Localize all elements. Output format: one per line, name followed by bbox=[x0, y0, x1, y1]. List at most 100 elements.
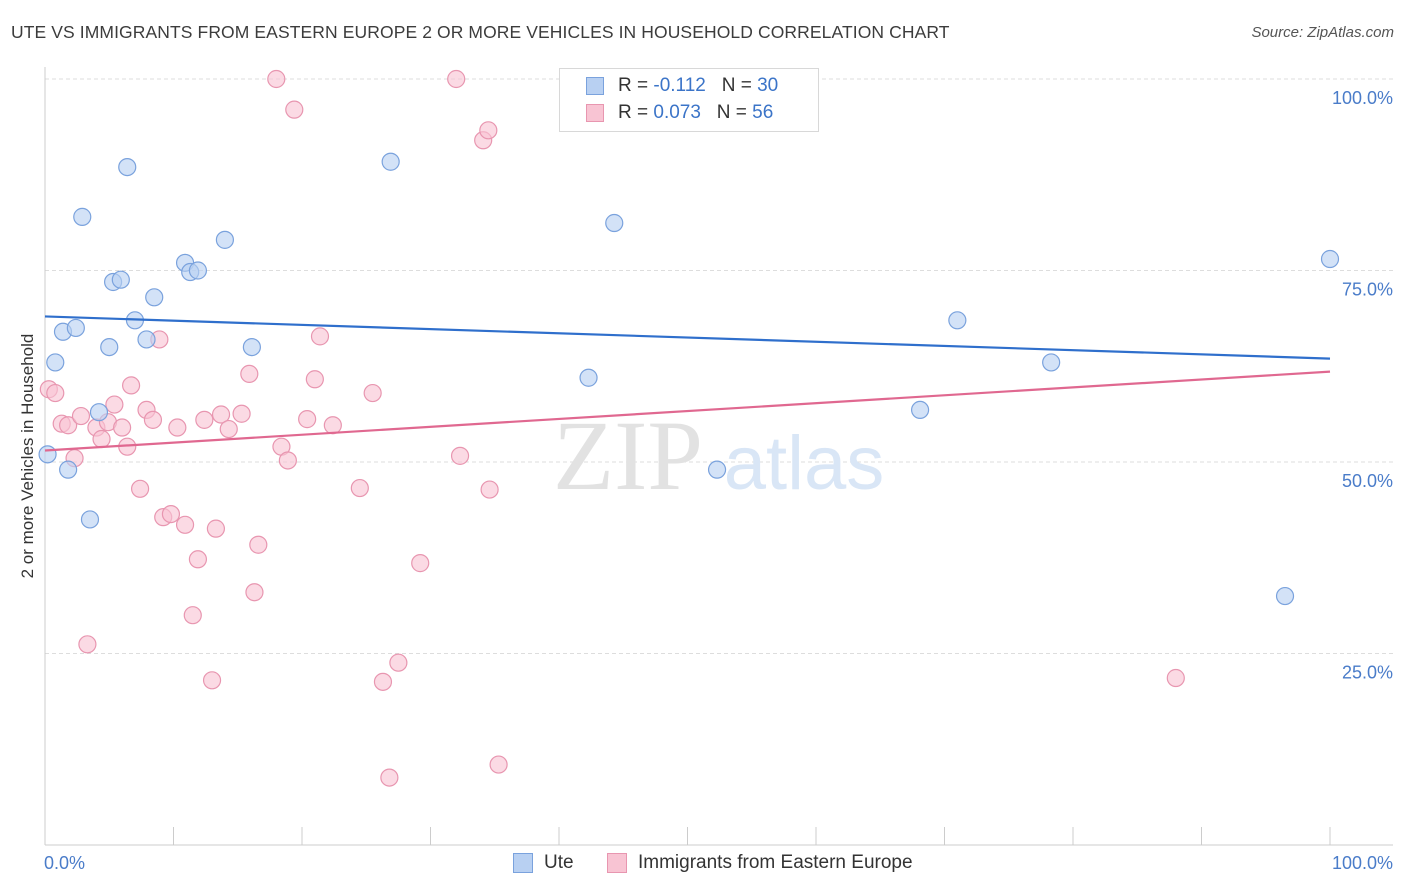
immigrants-point bbox=[323, 416, 342, 435]
ute-point bbox=[80, 510, 100, 529]
tick-labels: 100.0% 75.0% 50.0% 25.0% 0.0% 100.0% bbox=[44, 88, 1393, 873]
ute-point bbox=[215, 230, 234, 249]
bottom-legend-swatch-imm bbox=[607, 853, 627, 873]
immigrants-point bbox=[240, 364, 259, 384]
x-tick-label-max: 100.0% bbox=[1332, 853, 1393, 873]
immigrants-point bbox=[78, 635, 97, 654]
immigrants-point bbox=[161, 504, 181, 524]
ute-point bbox=[1042, 353, 1061, 372]
immigrants-point bbox=[373, 672, 393, 691]
legend-imm-n-label: N = bbox=[716, 102, 753, 123]
immigrants-point bbox=[202, 671, 222, 690]
bottom-legend-swatch-ute bbox=[513, 853, 533, 873]
immigrants-point bbox=[92, 429, 111, 449]
immigrants-point bbox=[59, 416, 78, 435]
immigrants-point bbox=[249, 535, 268, 554]
immigrants-point bbox=[121, 376, 141, 395]
immigrants-point bbox=[267, 69, 286, 89]
ute-point bbox=[605, 213, 624, 233]
ute-point bbox=[707, 460, 727, 479]
bottom-legend-label-imm: Immigrants from Eastern Europe bbox=[638, 852, 913, 873]
immigrants-point bbox=[112, 418, 132, 437]
immigrants-point bbox=[310, 327, 330, 346]
legend-ute-n-label: N = bbox=[721, 75, 758, 96]
ute-point bbox=[100, 338, 119, 357]
chart-title: UTE VS IMMIGRANTS FROM EASTERN EUROPE 2 … bbox=[11, 22, 950, 42]
immigrants-point bbox=[389, 653, 408, 672]
source-label: Source: ZipAtlas.com bbox=[1251, 24, 1394, 41]
ute-point bbox=[111, 270, 130, 289]
legend-ute-n-value: 30 bbox=[757, 75, 779, 96]
immigrants-point bbox=[168, 418, 187, 437]
immigrants-point bbox=[188, 550, 208, 569]
legend-swatch-imm bbox=[586, 104, 604, 122]
ute-point bbox=[381, 152, 400, 171]
legend-ute-r-label: R = bbox=[618, 75, 654, 96]
y-tick-label: 75.0% bbox=[1342, 280, 1393, 300]
ute-point bbox=[1320, 249, 1340, 269]
immigrants-point bbox=[175, 515, 195, 534]
immigrants-point bbox=[305, 370, 324, 389]
immigrants-point bbox=[285, 100, 304, 119]
legend-imm-r-value: 0.073 bbox=[653, 102, 701, 123]
ute-point bbox=[242, 338, 261, 357]
immigrants-point bbox=[143, 410, 163, 429]
ute-point bbox=[46, 353, 65, 372]
immigrants-point bbox=[350, 478, 369, 498]
immigrants-point bbox=[363, 383, 382, 403]
immigrants-point bbox=[480, 480, 499, 499]
ute-point bbox=[1275, 586, 1295, 606]
immigrants-point bbox=[380, 768, 399, 787]
immigrants-point bbox=[411, 554, 430, 573]
immigrants-point bbox=[450, 446, 470, 465]
immigrants-point bbox=[298, 410, 317, 429]
legend-ute-r-value: -0.112 bbox=[653, 75, 706, 96]
legend-imm-n-value: 56 bbox=[752, 102, 774, 123]
immigrants-point bbox=[46, 383, 65, 403]
ute-point bbox=[118, 157, 137, 177]
ute-point bbox=[910, 400, 930, 420]
correlation-legend: R = -0.112 N = 30 R = 0.073 N = 56 bbox=[559, 68, 819, 132]
ute-point bbox=[137, 330, 156, 349]
watermark-zip: ZIP bbox=[553, 400, 703, 511]
ute-trend-line bbox=[44, 315, 1331, 360]
immigrants-point bbox=[206, 519, 226, 538]
ute-point bbox=[73, 207, 92, 226]
immigrants-point bbox=[489, 755, 508, 774]
immigrants-point bbox=[105, 395, 124, 414]
ute-points bbox=[38, 69, 1340, 606]
ute-point bbox=[145, 288, 164, 307]
ute-point bbox=[66, 318, 85, 338]
immigrants-point bbox=[245, 583, 264, 602]
immigrants-point bbox=[232, 404, 251, 423]
y-tick-label: 25.0% bbox=[1342, 663, 1393, 683]
ute-point bbox=[38, 445, 57, 464]
immigrants-point bbox=[130, 479, 150, 498]
immigrants-point bbox=[183, 606, 202, 625]
immigrants-point bbox=[278, 451, 297, 470]
immigrants-point bbox=[1166, 668, 1185, 688]
immigrants-point bbox=[479, 121, 498, 140]
ute-point bbox=[59, 460, 78, 479]
immigrants-point bbox=[71, 406, 91, 426]
y-tick-label: 50.0% bbox=[1342, 471, 1393, 491]
watermark-atlas: atlas bbox=[724, 421, 885, 506]
immigrants-point bbox=[211, 405, 231, 424]
immigrants-trend-line bbox=[44, 370, 1331, 452]
ute-point bbox=[89, 403, 109, 422]
x-tick-label-min: 0.0% bbox=[44, 853, 85, 873]
bottom-legend-label-ute: Ute bbox=[544, 852, 574, 873]
immigrants-points bbox=[39, 69, 1185, 787]
watermark: ZIP atlas bbox=[553, 400, 884, 511]
ute-point bbox=[948, 311, 967, 330]
axes bbox=[44, 67, 1393, 846]
y-tick-label: 100.0% bbox=[1332, 88, 1393, 108]
ute-point bbox=[188, 261, 208, 280]
legend-swatch-ute bbox=[586, 77, 604, 95]
trend-lines bbox=[44, 315, 1331, 452]
ute-point bbox=[579, 368, 598, 387]
immigrants-point bbox=[447, 69, 466, 89]
immigrants-point bbox=[219, 419, 238, 439]
immigrants-point bbox=[195, 410, 214, 429]
